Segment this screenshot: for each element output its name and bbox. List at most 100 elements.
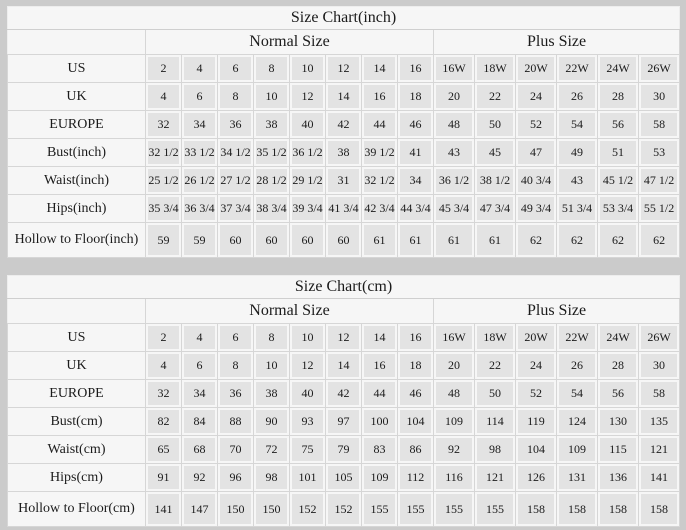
row-label: US [7, 323, 146, 352]
size-value-cell: 58 [637, 379, 681, 408]
size-value-cell: 16 [397, 323, 434, 352]
table-row: Waist(cm) 65 68 70 72 75 79 83 86 92 98 104 109 115 12… [7, 435, 681, 464]
size-value-cell: 28 [597, 351, 639, 380]
size-value-cell: 141 [145, 491, 182, 527]
size-value-cell: 49 3/4 [515, 194, 557, 223]
size-value-cell: 91 [145, 463, 182, 492]
size-group-header-row: Normal Size Plus Size [7, 298, 681, 324]
size-value-cell: 41 [397, 138, 434, 167]
size-value-cell: 14 [325, 82, 362, 111]
size-value-cell: 59 [181, 222, 218, 258]
size-value-cell: 22W [556, 323, 598, 352]
size-value-cell: 58 [637, 110, 681, 139]
size-value-cell: 48 [433, 379, 475, 408]
size-value-cell: 62 [556, 222, 598, 258]
size-value-cell: 55 1/2 [637, 194, 681, 223]
size-value-cell: 109 [361, 463, 398, 492]
table-row: Waist(inch) 25 1/2 26 1/2 27 1/2 28 1/2 29 1/… [7, 166, 681, 195]
row-label: EUROPE [7, 379, 146, 408]
size-value-cell: 61 [474, 222, 516, 258]
table-title: Size Chart(inch) [6, 6, 681, 30]
row-label: Hollow to Floor(cm) [7, 491, 146, 527]
size-value-cell: 52 [515, 379, 557, 408]
table-row: Hips(inch) 35 3/4 36 3/4 37 3/4 38 3/4 39 3/4… [7, 194, 681, 223]
size-value-cell: 124 [556, 407, 598, 436]
normal-size-header: Normal Size [145, 298, 434, 324]
size-value-cell: 20 [433, 351, 475, 380]
size-value-cell: 10 [253, 351, 290, 380]
size-value-cell: 158 [556, 491, 598, 527]
table-row: US 2 4 6 8 10 12 14 16 16W 18W 20W 22W 24W 26W [7, 323, 681, 352]
size-value-cell: 12 [325, 54, 362, 83]
size-value-cell: 79 [325, 435, 362, 464]
size-value-cell: 45 [474, 138, 516, 167]
normal-size-header: Normal Size [145, 29, 434, 55]
size-value-cell: 56 [597, 110, 639, 139]
size-value-cell: 75 [289, 435, 326, 464]
size-value-cell: 62 [637, 222, 681, 258]
table-row: Bust(inch) 32 1/2 33 1/2 34 1/2 35 1/2 36 1/2… [7, 138, 681, 167]
size-value-cell: 135 [637, 407, 681, 436]
size-value-cell: 92 [181, 463, 218, 492]
size-value-cell: 6 [217, 323, 254, 352]
size-value-cell: 155 [433, 491, 475, 527]
size-value-cell: 35 1/2 [253, 138, 290, 167]
size-value-cell: 46 [397, 110, 434, 139]
size-rows: US 2 4 6 8 10 12 14 16 16W 18W 20W 22W 24W 26W UK 4 6 8 10 1… [7, 54, 681, 258]
size-value-cell: 155 [474, 491, 516, 527]
size-value-cell: 18W [474, 54, 516, 83]
size-value-cell: 42 [325, 110, 362, 139]
size-value-cell: 12 [289, 351, 326, 380]
size-value-cell: 4 [145, 82, 182, 111]
size-rows: US 2 4 6 8 10 12 14 16 16W 18W 20W 22W 24W 26W UK 4 6 8 10 1… [7, 323, 681, 527]
size-value-cell: 42 3/4 [361, 194, 398, 223]
size-value-cell: 14 [325, 351, 362, 380]
row-label: Hollow to Floor(inch) [7, 222, 146, 258]
size-value-cell: 62 [597, 222, 639, 258]
size-value-cell: 26 [556, 351, 598, 380]
size-value-cell: 20W [515, 323, 557, 352]
size-value-cell: 34 [397, 166, 434, 195]
plus-size-header: Plus Size [432, 298, 681, 324]
size-value-cell: 2 [145, 323, 182, 352]
size-value-cell: 83 [361, 435, 398, 464]
size-value-cell: 61 [433, 222, 475, 258]
size-value-cell: 14 [361, 54, 398, 83]
size-value-cell: 97 [325, 407, 362, 436]
row-label: UK [7, 351, 146, 380]
size-value-cell: 40 [289, 379, 326, 408]
size-value-cell: 114 [474, 407, 516, 436]
size-value-cell: 152 [325, 491, 362, 527]
size-value-cell: 44 3/4 [397, 194, 434, 223]
size-value-cell: 43 [433, 138, 475, 167]
size-value-cell: 26W [637, 323, 681, 352]
size-value-cell: 34 [181, 110, 218, 139]
size-value-cell: 12 [325, 323, 362, 352]
size-value-cell: 6 [217, 54, 254, 83]
size-value-cell: 32 1/2 [145, 138, 182, 167]
size-value-cell: 38 [253, 110, 290, 139]
row-label: Bust(inch) [7, 138, 146, 167]
size-chart-cm-table: Size Chart(cm) Normal Size Plus Size US 2… [6, 275, 681, 527]
size-value-cell: 22 [474, 82, 516, 111]
size-value-cell: 8 [217, 82, 254, 111]
size-value-cell: 20W [515, 54, 557, 83]
size-value-cell: 49 [556, 138, 598, 167]
size-value-cell: 51 3/4 [556, 194, 598, 223]
size-value-cell: 32 [145, 379, 182, 408]
size-value-cell: 39 3/4 [289, 194, 326, 223]
size-value-cell: 29 1/2 [289, 166, 326, 195]
size-value-cell: 155 [397, 491, 434, 527]
size-value-cell: 47 3/4 [474, 194, 516, 223]
row-label: Waist(cm) [7, 435, 146, 464]
size-value-cell: 152 [289, 491, 326, 527]
size-value-cell: 36 1/2 [289, 138, 326, 167]
size-value-cell: 20 [433, 82, 475, 111]
size-value-cell: 126 [515, 463, 557, 492]
size-value-cell: 30 [637, 82, 681, 111]
size-chart-page: Size Chart(inch) Normal Size Plus Size U… [0, 6, 686, 530]
size-value-cell: 24W [597, 323, 639, 352]
size-value-cell: 109 [433, 407, 475, 436]
size-value-cell: 136 [597, 463, 639, 492]
size-value-cell: 10 [253, 82, 290, 111]
